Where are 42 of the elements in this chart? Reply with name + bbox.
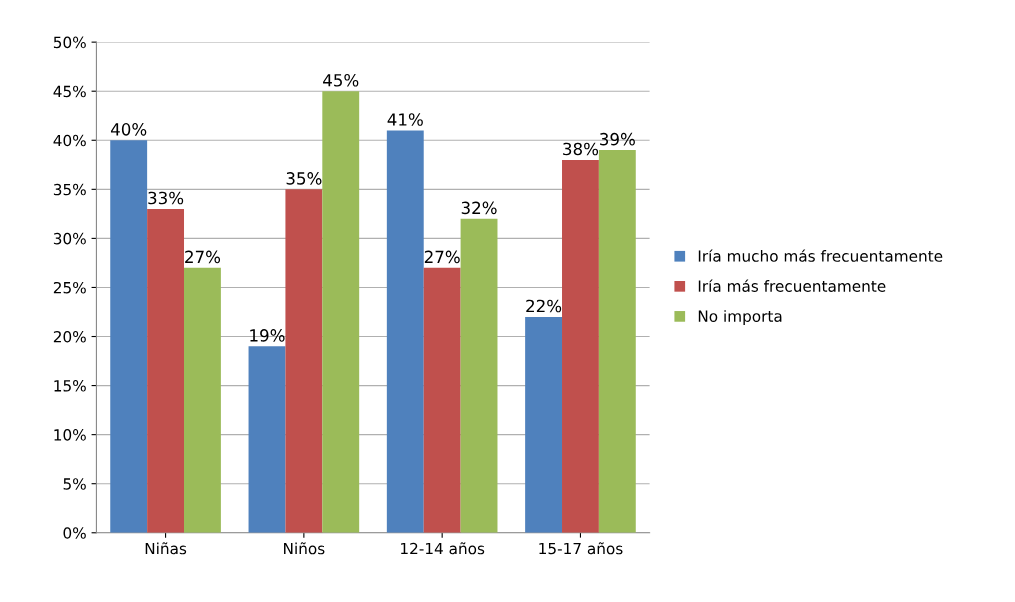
bar	[562, 159, 599, 533]
y-tick-label: 40%	[53, 134, 86, 147]
y-tick-label: 45%	[53, 85, 86, 98]
bar	[423, 267, 461, 533]
bar	[525, 316, 563, 533]
x-tick-label: 12-14 años	[401, 542, 485, 555]
bar	[322, 91, 360, 533]
y-tick-label: 10%	[54, 429, 86, 441]
data-label: 40%	[110, 123, 147, 136]
y-tick-label: 5%	[63, 478, 86, 490]
y-tick-label: 30%	[53, 232, 86, 245]
y-tick-label: 50%	[53, 36, 86, 49]
y-tick-label: 15%	[54, 380, 86, 392]
data-label: 45%	[323, 73, 359, 87]
y-tick-label: 0%	[63, 527, 86, 539]
y-tick-label: 35%	[53, 183, 86, 196]
bar	[147, 208, 185, 533]
y-tick-label: 20%	[53, 330, 86, 343]
legend-label: No importa	[698, 310, 782, 325]
data-label: 35%	[286, 172, 322, 185]
x-tick-label: Niñas	[145, 542, 187, 555]
data-label: 19%	[250, 329, 285, 342]
x-tick-label: 15-17 años	[539, 542, 623, 555]
data-label: 39%	[600, 132, 635, 146]
bar	[460, 218, 498, 533]
bar	[386, 130, 424, 533]
bar	[598, 150, 636, 533]
legend-label: Iría mucho más frecuentamente	[698, 249, 943, 262]
legend-label: Iría más frecuentamente	[698, 279, 886, 292]
data-label: 27%	[424, 250, 460, 264]
data-label: 27%	[185, 250, 221, 264]
data-label: 32%	[461, 201, 497, 215]
data-label: 22%	[526, 299, 562, 313]
x-tick-label: Niños	[284, 542, 325, 555]
bar	[248, 346, 286, 533]
data-label: 33%	[148, 191, 184, 205]
bar	[110, 140, 148, 533]
bar	[184, 267, 221, 533]
bar	[285, 189, 323, 533]
y-tick-label: 25%	[53, 281, 86, 294]
data-label: 38%	[563, 142, 599, 156]
data-label: 41%	[387, 113, 423, 126]
